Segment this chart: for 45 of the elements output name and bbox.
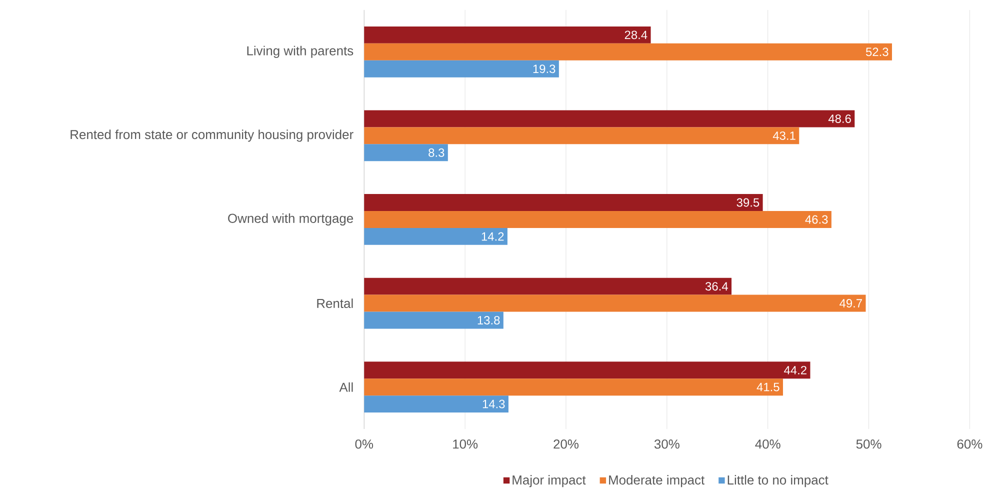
bar [364, 312, 504, 329]
data-label: 46.3 [805, 215, 828, 224]
x-tick-label: 0% [355, 440, 374, 449]
y-tick-label: All [339, 382, 353, 392]
x-tick-label: 40% [755, 440, 780, 449]
x-tick-label: 30% [654, 440, 680, 449]
data-label: 14.2 [482, 232, 504, 241]
data-label: 14.3 [482, 400, 505, 408]
x-tick-label: 10% [453, 440, 478, 449]
data-label: 43.1 [772, 132, 796, 140]
data-label: 48.6 [828, 114, 851, 124]
data-label: 41.5 [756, 382, 780, 392]
bar [364, 144, 448, 162]
bar [364, 396, 508, 413]
data-label: 49.7 [840, 299, 862, 308]
bar [364, 110, 855, 128]
bar [364, 194, 763, 212]
data-label: 28.4 [624, 30, 648, 40]
bar [364, 294, 866, 312]
bar [364, 60, 559, 78]
legend-label: Major impact [512, 475, 586, 488]
data-label: 52.3 [866, 48, 888, 56]
data-label: 19.3 [533, 64, 556, 74]
y-tick-label: Rented from state or community housing provider [70, 130, 354, 142]
y-tick-label: Owned with mortgage [228, 214, 354, 226]
legend-label: Moderate impact [609, 475, 704, 488]
data-label: 44.2 [784, 366, 806, 374]
bar [364, 26, 651, 44]
data-label: 39.5 [736, 198, 760, 207]
y-tick-label: Rental [317, 298, 353, 308]
x-tick-label: 50% [856, 440, 882, 449]
legend-label: Little to no impact [728, 475, 828, 488]
bar [364, 278, 732, 295]
data-label: 8.3 [428, 148, 444, 157]
bar [364, 378, 783, 396]
bar [364, 211, 832, 228]
y-tick-label: Living with parents [247, 46, 354, 58]
x-tick-label: 60% [957, 440, 982, 449]
bar [364, 127, 800, 144]
bar [364, 228, 508, 245]
bar [364, 362, 810, 379]
x-tick-label: 20% [554, 440, 579, 449]
bar [364, 43, 892, 60]
data-label: 36.4 [705, 282, 728, 291]
data-label: 13.8 [478, 316, 500, 325]
